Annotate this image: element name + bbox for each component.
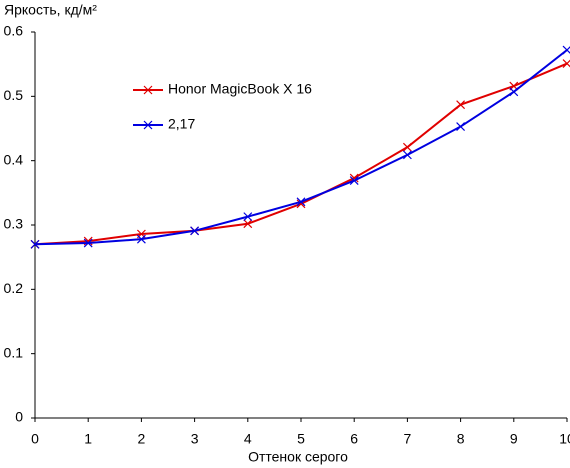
data-point xyxy=(243,212,253,222)
data-point xyxy=(562,59,570,68)
data-point xyxy=(456,122,466,131)
data-point xyxy=(243,219,253,229)
x-tick-label: 1 xyxy=(84,431,92,447)
y-tick-label: 0.1 xyxy=(4,344,24,360)
x-tick-label: 7 xyxy=(404,431,412,447)
legend-label: 2,17 xyxy=(168,116,195,132)
x-tick-label: 0 xyxy=(31,431,39,447)
data-point xyxy=(190,226,200,236)
x-tick-label: 8 xyxy=(457,431,465,447)
x-tick-label: 9 xyxy=(510,431,518,447)
data-point xyxy=(296,197,306,207)
y-tick-label: 0.4 xyxy=(4,151,24,167)
x-tick-label: 3 xyxy=(191,431,199,447)
legend-label: Honor MagicBook X 16 xyxy=(168,81,312,97)
data-point xyxy=(562,45,570,55)
x-tick-label: 2 xyxy=(138,431,146,447)
x-axis-title: Оттенок серого xyxy=(248,449,348,465)
x-tick-label: 10 xyxy=(559,431,570,447)
y-tick-label: 0.6 xyxy=(4,23,24,39)
x-tick-label: 6 xyxy=(350,431,358,447)
y-tick-label: 0.2 xyxy=(4,280,24,296)
series-line xyxy=(34,49,568,246)
data-point xyxy=(83,238,93,248)
data-point xyxy=(136,234,146,244)
data-point xyxy=(509,87,519,97)
x-tick-label: 4 xyxy=(244,431,252,447)
legend-marker xyxy=(143,120,153,130)
x-tick-label: 5 xyxy=(297,431,305,447)
y-tick-label: 0.5 xyxy=(4,87,24,103)
data-point xyxy=(402,150,412,160)
data-point xyxy=(402,142,412,152)
y-tick-label: 0 xyxy=(15,409,23,425)
y-tick-label: 0.3 xyxy=(4,216,24,232)
data-point xyxy=(456,100,466,110)
y-axis-title: Яркость, кд/м² xyxy=(4,2,97,18)
legend-marker xyxy=(143,85,153,95)
data-point xyxy=(349,176,359,186)
data-point xyxy=(30,239,40,249)
